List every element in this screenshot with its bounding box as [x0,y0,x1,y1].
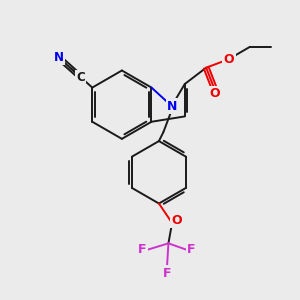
Text: O: O [224,52,234,66]
Text: N: N [54,51,64,64]
Text: C: C [76,71,85,84]
Text: F: F [187,243,196,256]
Text: O: O [209,87,220,100]
Text: F: F [138,243,147,256]
Text: N: N [167,100,177,112]
Text: O: O [171,214,182,227]
Text: F: F [163,266,171,280]
